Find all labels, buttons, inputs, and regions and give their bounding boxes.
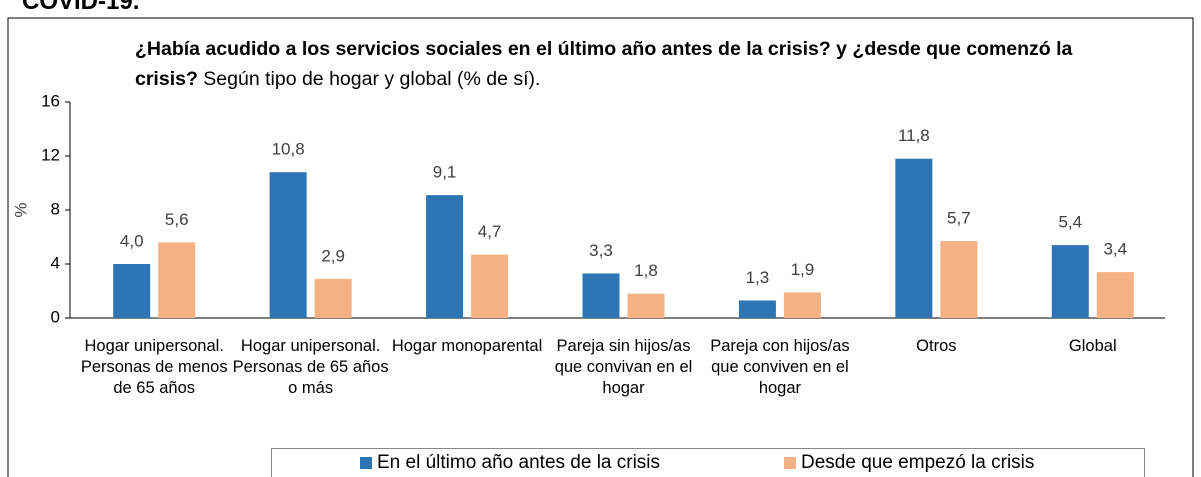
legend: En el último año antes de la crisis Desde… — [271, 448, 1145, 477]
heading: COVID-19. — [22, 0, 140, 15]
bar — [940, 241, 978, 318]
legend-swatch — [784, 457, 796, 469]
value-label: 5,4 — [1058, 213, 1082, 232]
x-tick-label: Otros — [916, 337, 957, 355]
value-label: 5,7 — [947, 209, 971, 228]
value-label: 5,6 — [165, 210, 189, 229]
value-label: 4,7 — [478, 222, 502, 241]
value-label: 1,3 — [746, 268, 770, 287]
chart-title: ¿Había acudido a los servicios sociales … — [135, 38, 1073, 90]
y-tick-label: 8 — [51, 199, 60, 218]
bar — [314, 278, 352, 318]
value-label: 1,8 — [634, 261, 658, 280]
bar — [269, 172, 307, 318]
x-tick-label: Hogar unipersonal. Personas de menos de … — [80, 337, 228, 397]
bar — [738, 300, 776, 318]
y-tick-label: 4 — [51, 253, 60, 272]
value-label: 11,8 — [898, 126, 930, 145]
bar — [1096, 272, 1134, 318]
legend-swatch — [360, 457, 372, 469]
bar — [783, 292, 821, 318]
chart-title-block: ¿Había acudido a los servicios sociales … — [135, 34, 1095, 94]
value-label: 1,9 — [791, 260, 815, 279]
bar — [895, 158, 933, 318]
value-label: 9,1 — [433, 163, 457, 182]
value-label: 3,4 — [1103, 240, 1127, 259]
value-label: 4,0 — [120, 231, 144, 250]
bar — [471, 254, 509, 318]
frame — [7, 17, 1194, 477]
value-label: 3,3 — [589, 241, 613, 260]
x-tick-label: Hogar unipersonal. Personas de 65 años o… — [232, 337, 389, 397]
bar — [627, 293, 665, 318]
x-tick-label: Hogar monoparental — [391, 337, 543, 355]
x-tick-label: Global — [1068, 337, 1117, 355]
bar — [582, 273, 620, 318]
y-axis-label: % — [11, 202, 30, 217]
legend-label: Desde que empezó la crisis — [801, 452, 1035, 473]
bar — [426, 195, 464, 318]
bar — [158, 242, 196, 318]
bar — [1051, 245, 1089, 318]
y-tick-label: 0 — [51, 307, 60, 326]
chart-subtitle: Según tipo de hogar y global (% de sí). — [203, 68, 541, 90]
value-label: 2,9 — [321, 246, 345, 265]
value-label: 10,8 — [272, 140, 305, 159]
x-tick-label: Pareja con hijos/as que conviven en el h… — [710, 337, 850, 397]
legend-label: En el último año antes de la crisis — [377, 452, 661, 473]
bar — [113, 264, 151, 318]
y-tick-label: 16 — [41, 91, 60, 110]
legend-item: Desde que empezó la crisis — [784, 452, 1034, 474]
legend-item: En el último año antes de la crisis — [360, 452, 660, 474]
y-tick-label: 12 — [41, 145, 60, 164]
x-tick-label: Pareja sin hijos/as que convivan en el h… — [554, 337, 693, 397]
